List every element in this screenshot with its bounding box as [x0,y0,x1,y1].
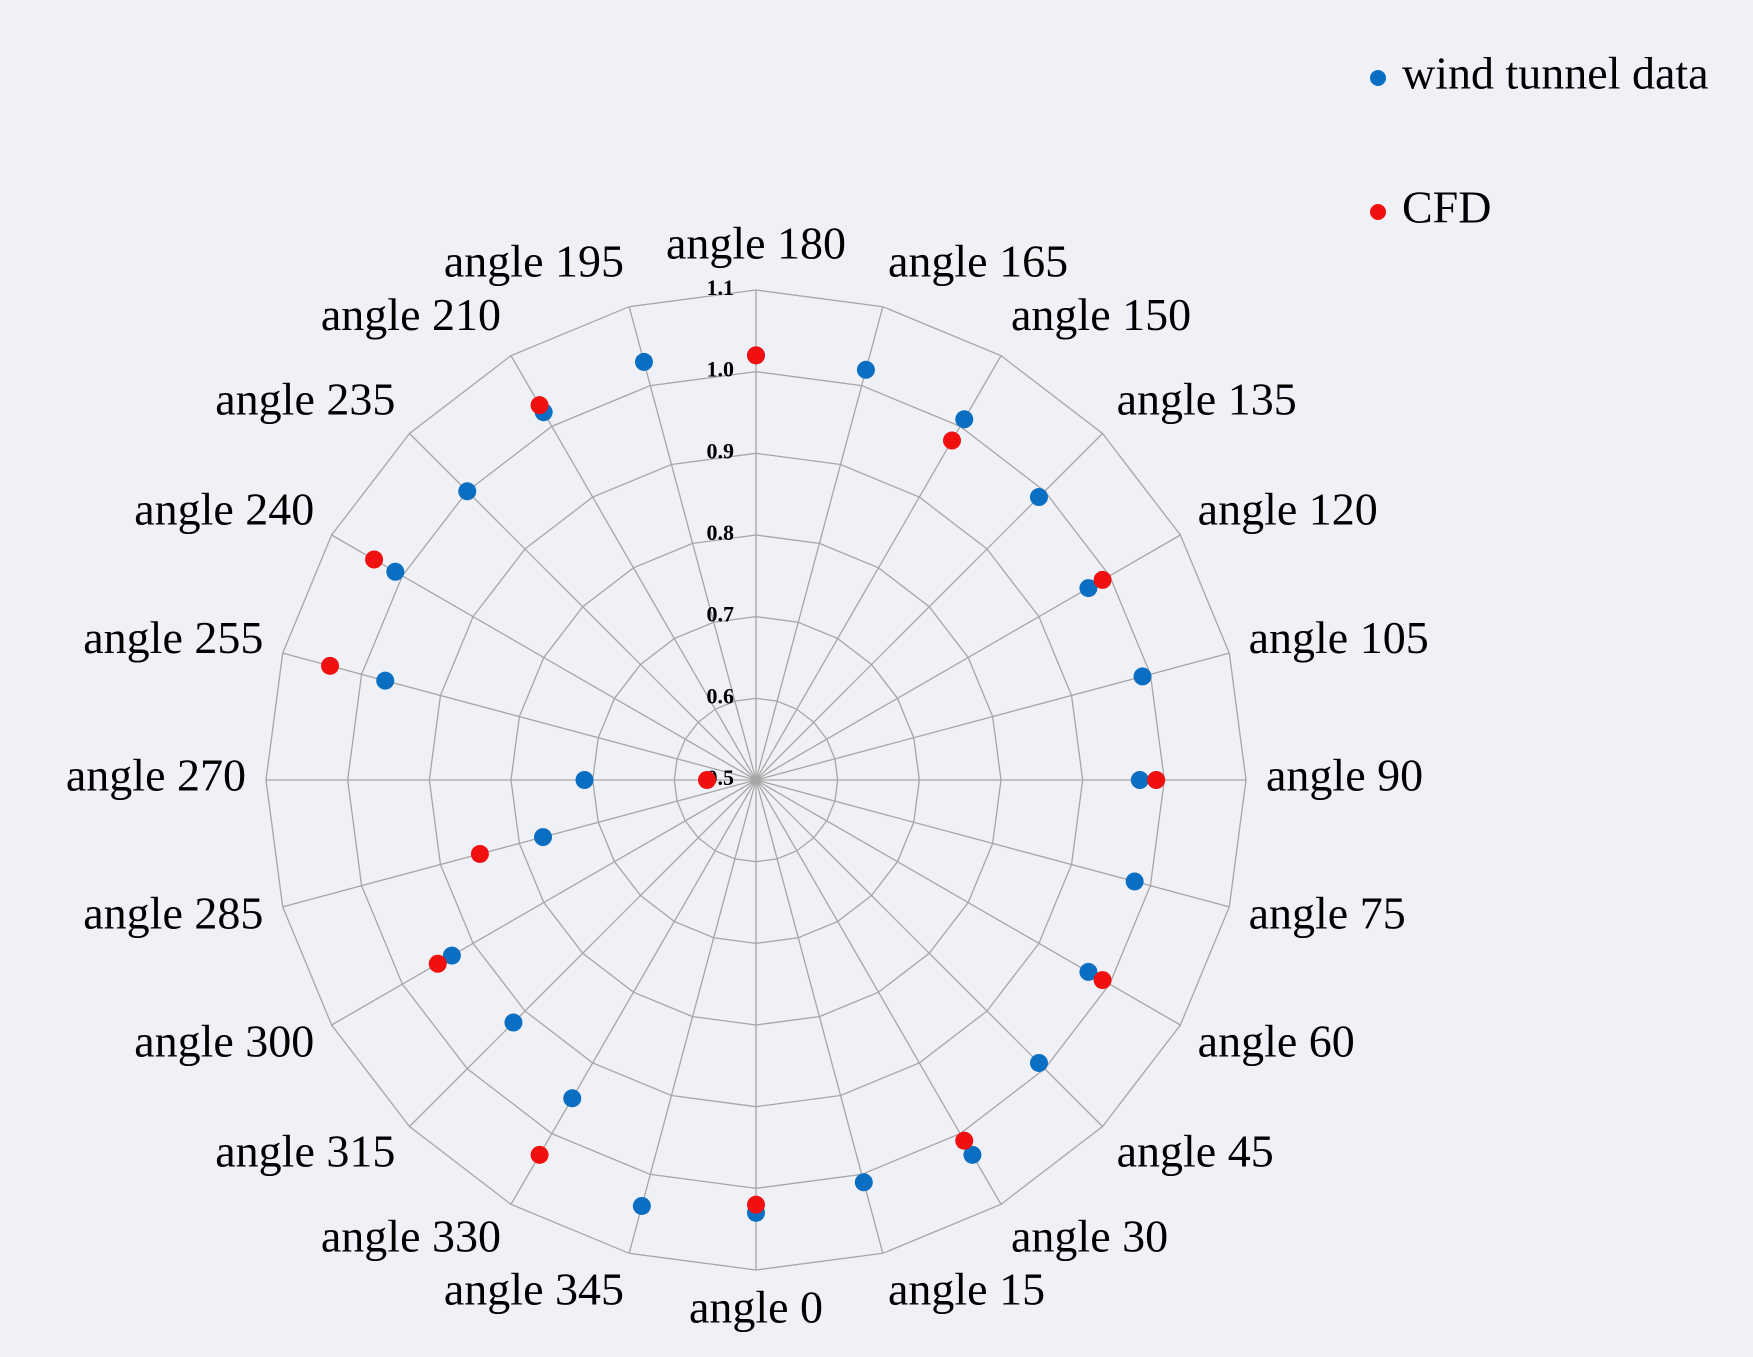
tick-label: 0.6 [707,683,735,708]
spoke [755,306,884,781]
spoke [628,779,757,1254]
tick-label: 1.0 [707,357,735,382]
category-label: angle 165 [888,236,1068,287]
marker [943,431,961,450]
tick-label: 0.8 [707,520,735,545]
legend-marker [1370,70,1386,86]
marker [504,1013,523,1032]
spoke [510,779,757,1205]
marker [534,828,553,847]
tick-label: 0.9 [707,438,735,463]
category-label: angle 75 [1249,887,1406,938]
category-label: angle 180 [666,218,846,269]
marker [747,1195,765,1214]
marker [632,1196,651,1215]
category-label: angle 30 [1011,1210,1168,1261]
category-label: angle 210 [321,289,501,340]
category-label: angle 300 [134,1016,314,1067]
marker [955,410,974,429]
category-label: angle 345 [444,1263,624,1314]
spoke [331,779,757,1026]
marker [1079,962,1098,981]
category-label: angle 105 [1249,612,1429,663]
marker [386,562,405,581]
category-label: angle 270 [66,750,246,801]
marker [1125,872,1144,891]
legend-label: wind tunnel data [1402,48,1709,99]
marker [955,1131,974,1150]
category-label: angle 135 [1117,373,1297,424]
category-label: angle 0 [689,1282,823,1333]
marker [1133,667,1152,686]
spoke [755,534,1181,781]
marker [698,771,716,789]
marker [854,1173,873,1192]
marker [1093,971,1112,990]
tick-label: 0.7 [707,602,735,627]
legend-label: CFD [1402,182,1491,233]
spoke [628,306,757,781]
category-label: angle 235 [215,373,395,424]
category-label: angle 240 [134,484,314,535]
marker [1130,771,1149,789]
marker [1079,579,1098,598]
tick-label: 1.1 [707,275,735,300]
spoke [409,779,757,1127]
marker [321,656,340,675]
marker [470,844,489,863]
category-label: angle 255 [83,612,263,663]
spoke [755,779,1181,1026]
marker [428,954,447,973]
marker [376,671,395,690]
marker [1093,570,1112,589]
category-label: angle 285 [83,887,263,938]
category-label: angle 120 [1198,484,1378,535]
marker [458,482,477,501]
marker [1147,771,1166,789]
marker [634,352,653,371]
spoke [282,779,757,908]
marker [575,771,594,789]
marker [365,550,384,569]
spoke [755,652,1230,781]
spoke [510,355,757,781]
spoke [282,652,757,781]
category-label: angle 315 [215,1126,395,1177]
category-label: angle 90 [1266,750,1423,801]
marker [1029,488,1048,507]
spoke [755,779,1103,1127]
marker [856,360,875,379]
category-label: angle 150 [1011,289,1191,340]
legend-marker [1370,204,1386,220]
category-label: angle 45 [1117,1126,1274,1177]
marker [747,346,765,365]
category-label: angle 60 [1198,1016,1355,1067]
spoke [755,779,1230,908]
category-label: angle 195 [444,236,624,287]
marker [442,946,461,965]
category-label: angle 330 [321,1210,501,1261]
spoke [755,433,1103,781]
marker [1029,1053,1048,1072]
marker [530,396,549,415]
marker [963,1145,982,1164]
marker [530,1145,549,1164]
marker [563,1089,582,1108]
category-label: angle 15 [888,1263,1045,1314]
